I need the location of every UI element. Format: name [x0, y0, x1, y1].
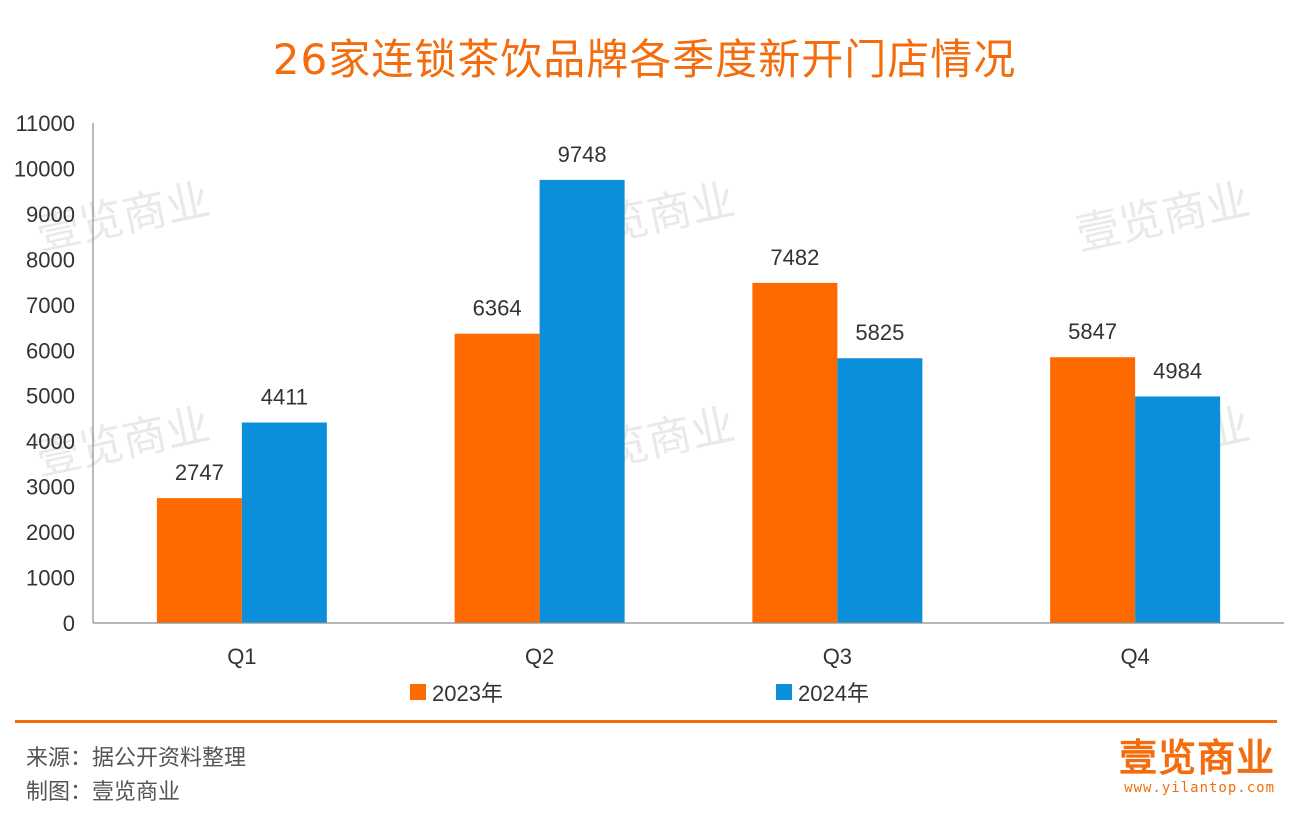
legend-label-2024: 2024年 — [798, 681, 869, 706]
y-tick-label: 6000 — [26, 338, 75, 363]
bar-q1-2023 — [156, 498, 242, 623]
y-tick-label: 1000 — [26, 566, 75, 591]
legend-swatch-2023 — [410, 684, 426, 700]
y-tick-label: 3000 — [26, 475, 75, 500]
x-category-label: Q4 — [1120, 644, 1149, 669]
data-label: 4411 — [261, 385, 308, 410]
bar-q3-2023 — [752, 282, 838, 623]
x-category-label: Q1 — [227, 644, 256, 669]
y-tick-label: 2000 — [26, 520, 75, 545]
y-tick-label: 4000 — [26, 429, 75, 454]
bars-layer — [156, 179, 1221, 623]
data-label: 5825 — [855, 320, 904, 345]
legend-swatch-2024 — [776, 684, 792, 700]
bar-q4-2024 — [1135, 396, 1221, 623]
footer-divider — [15, 720, 1277, 723]
data-label: 2747 — [175, 460, 224, 485]
watermark-text: 壹览商业 — [1072, 174, 1255, 260]
bar-q3-2024 — [837, 358, 923, 623]
x-axis: Q1 Q2 Q3 Q4 — [93, 622, 1284, 669]
bar-chart: 壹览商业壹览商业壹览商业壹览商业壹览商业壹览商业 010002000300040… — [14, 111, 1284, 669]
data-label: 4984 — [1153, 358, 1202, 383]
data-labels-layer: 2747 4411 6364 9748 7482 5825 5847 4984 — [175, 142, 1202, 485]
source-note: 来源：据公开资料整理 — [26, 746, 247, 771]
y-tick-label: 0 — [63, 611, 75, 636]
maker-note: 制图：壹览商业 — [26, 780, 181, 805]
y-tick-label: 7000 — [26, 293, 75, 318]
bar-q2-2024 — [539, 179, 625, 623]
y-tick-label: 8000 — [26, 247, 75, 272]
brand-logo: 壹览商业 www.yilantop.com — [1119, 736, 1275, 796]
x-category-label: Q3 — [823, 644, 852, 669]
x-category-label: Q2 — [525, 644, 554, 669]
y-axis: 0 1000 2000 3000 4000 5000 6000 7000 8000 9000 100… — [14, 111, 94, 636]
y-tick-label: 5000 — [26, 384, 75, 409]
y-tick-label: 11000 — [15, 111, 75, 136]
brand-url: www.yilantop.com — [1124, 780, 1275, 796]
bar-q2-2023 — [454, 333, 540, 623]
y-tick-label: 10000 — [14, 156, 75, 181]
data-label: 5847 — [1068, 319, 1117, 344]
legend-item-2023: 2023年 — [410, 676, 503, 708]
y-tick-label: 9000 — [26, 202, 75, 227]
bar-q1-2024 — [241, 422, 327, 623]
data-label: 6364 — [473, 296, 522, 321]
chart-title: 26家连锁茶饮品牌各季度新开门店情况 — [272, 35, 1017, 84]
data-label: 7482 — [770, 245, 819, 270]
legend-label-2023: 2023年 — [432, 681, 503, 706]
legend-item-2024: 2024年 — [776, 676, 869, 708]
data-label: 9748 — [558, 142, 607, 167]
brand-logo-text: 壹览商业 — [1118, 736, 1275, 780]
bar-q4-2023 — [1050, 357, 1136, 623]
